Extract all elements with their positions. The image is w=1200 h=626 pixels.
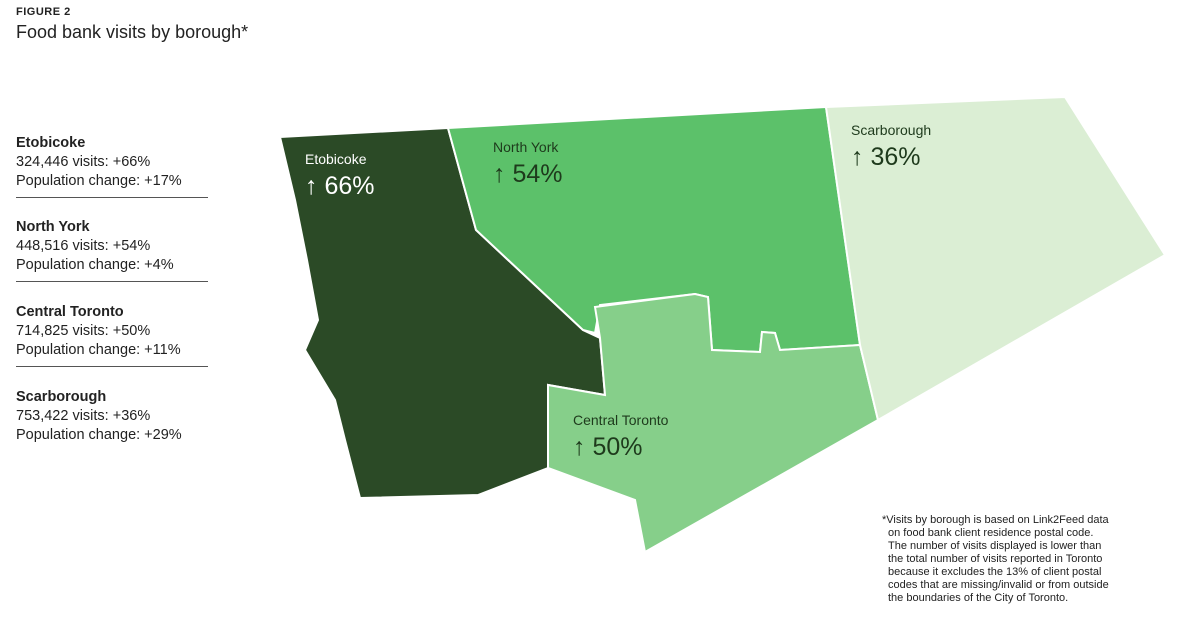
footnote-line: because it excludes the 13% of client po…: [888, 566, 1102, 578]
footnote-line: codes that are missing/invalid or from o…: [888, 579, 1109, 591]
population-change: Population change: +29%: [16, 427, 182, 443]
region-change: ↑ 66%: [305, 172, 374, 200]
region-label: Etobicoke: [305, 151, 367, 167]
visits: 714,825 visits: +50%: [16, 323, 151, 339]
figure-label: FIGURE 2: [16, 6, 71, 18]
region-change: ↑ 54%: [493, 160, 562, 188]
region: [824, 95, 1167, 422]
region-label: Scarborough: [851, 122, 931, 138]
region-label: Central Toronto: [573, 412, 669, 428]
legend-entry: North York 448,516 visits: +54% Population…: [16, 218, 208, 282]
footnote-line: on food bank client residence postal cod…: [888, 527, 1094, 539]
footnote-line: the boundaries of the City of Toronto.: [888, 592, 1069, 604]
footnote-line: the total number of visits reported in T…: [888, 553, 1103, 565]
footnote-line: The number of visits displayed is lower …: [888, 540, 1102, 552]
title: Food bank visits by borough*: [16, 22, 249, 42]
legend-entry: Scarborough 753,422 visits: +36% Populatio…: [16, 388, 208, 451]
region-label: North York: [493, 139, 559, 155]
region-change: ↑ 50%: [573, 433, 642, 461]
population-change: Population change: +17%: [16, 173, 182, 189]
visits: 753,422 visits: +36%: [16, 408, 151, 424]
legend-entry: Central Toronto 714,825 visits: +50% Popul…: [16, 303, 208, 367]
footnote-line: *Visits by borough is based on Link2Feed…: [882, 514, 1109, 526]
borough-name: Central Toronto: [16, 304, 124, 320]
borough-name: Etobicoke: [16, 135, 86, 151]
region-change: ↑ 36%: [851, 143, 920, 171]
legend-entry: Etobicoke 324,446 visits: +66% Population …: [16, 134, 208, 198]
visits: 324,446 visits: +66%: [16, 154, 151, 170]
borough-name: North York: [16, 219, 90, 235]
visits: 448,516 visits: +54%: [16, 238, 151, 254]
footnote: *Visits by borough is based on Link2Feed…: [882, 514, 1109, 605]
population-change: Population change: +4%: [16, 257, 174, 273]
population-change: Population change: +11%: [16, 342, 181, 358]
borough-name: Scarborough: [16, 389, 107, 405]
